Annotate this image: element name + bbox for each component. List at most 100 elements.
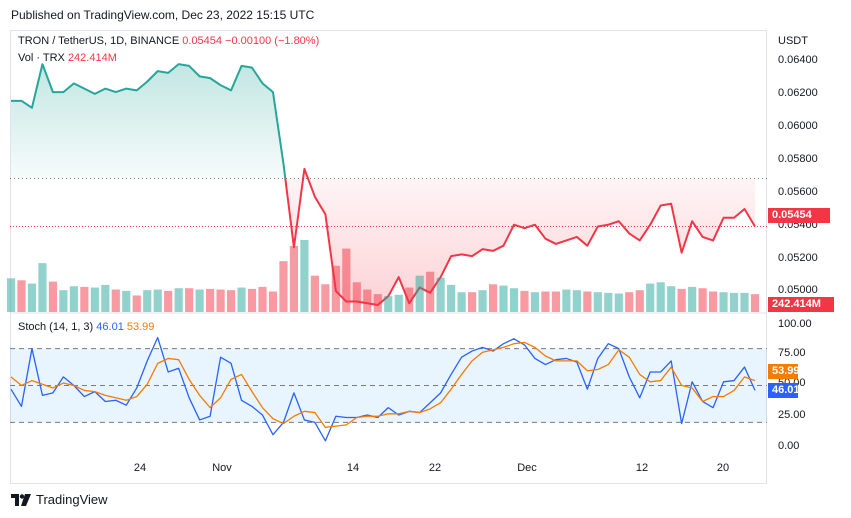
volume-bar <box>27 283 37 312</box>
volume-value: 242.414M <box>67 52 117 64</box>
volume-legend[interactable]: Vol · TRX 242.414M <box>18 52 117 64</box>
published-caption: Published on TradingView.com, Dec 23, 20… <box>11 8 315 22</box>
stoch-tick: 25.00 <box>778 409 806 421</box>
price-line-down <box>284 167 756 307</box>
volume-bar <box>6 278 16 312</box>
volume-bar <box>688 286 697 312</box>
volume-bar <box>541 291 550 312</box>
time-tick: 24 <box>133 462 147 474</box>
price-area-up <box>11 64 286 179</box>
volume-bar <box>206 288 215 312</box>
volume-bar <box>195 289 204 312</box>
volume-bar <box>384 296 393 312</box>
volume-bar <box>300 240 309 312</box>
volume-bar <box>373 294 382 312</box>
volume-label: Vol · TRX <box>18 52 65 64</box>
stoch-k-line <box>10 336 756 442</box>
volume-bar <box>646 283 655 312</box>
volume-bar <box>237 287 246 312</box>
price-area-down <box>285 168 755 306</box>
volume-bar <box>698 288 707 312</box>
brand-logo[interactable]: TradingView <box>11 492 108 507</box>
volume-bar <box>551 291 560 312</box>
volume-bar <box>750 294 760 312</box>
price-tick: 0.05800 <box>778 153 818 165</box>
volume-bar <box>289 245 299 312</box>
volume-bar <box>488 284 498 312</box>
volume-bar <box>656 282 665 312</box>
last-price: 0.05454 <box>182 35 222 47</box>
volume-bar <box>143 290 152 312</box>
volume-bar <box>69 286 78 312</box>
last-price-tag: 0.05454 <box>768 208 830 223</box>
price-tick: 0.05600 <box>778 186 818 198</box>
volume-bar <box>174 288 183 312</box>
volume-pane <box>6 240 760 312</box>
price-tick: 0.06400 <box>778 54 818 66</box>
volume-bar <box>90 287 99 312</box>
volume-bar <box>719 292 728 312</box>
price-tick: 0.06000 <box>778 120 818 132</box>
volume-bar <box>436 277 445 312</box>
symbol-legend[interactable]: TRON / TetherUS, 1D, BINANCE 0.05454 −0.… <box>18 35 319 47</box>
volume-bar <box>729 292 739 312</box>
stoch-tick: 0.00 <box>778 440 800 452</box>
volume-bar <box>59 290 68 312</box>
stoch-pane <box>10 336 767 442</box>
volume-bar <box>363 289 372 312</box>
volume-bar <box>258 286 267 312</box>
volume-bar <box>101 284 110 312</box>
price-change: −0.00100 (−1.80%) <box>225 35 320 47</box>
time-tick: 12 <box>635 462 649 474</box>
volume-bar <box>467 292 477 312</box>
stoch-tick: 75.00 <box>778 347 806 359</box>
currency-label: USDT <box>778 35 808 47</box>
volume-bar <box>164 290 173 312</box>
stoch-legend[interactable]: Stoch (14, 1, 3) 46.01 53.99 <box>18 321 154 333</box>
volume-bar <box>635 290 644 312</box>
volume-bar <box>604 292 613 312</box>
symbol-title: TRON / TetherUS, 1D, BINANCE <box>18 35 180 47</box>
volume-bar <box>478 290 487 312</box>
tradingview-icon <box>11 493 31 506</box>
volume-bar <box>530 292 540 312</box>
stoch-label: Stoch (14, 1, 3) <box>18 321 94 333</box>
brand-name: TradingView <box>36 492 108 507</box>
volume-bar <box>593 292 602 312</box>
volume-bar <box>667 286 676 312</box>
volume-bar <box>499 285 508 312</box>
price-line-up <box>11 63 287 179</box>
volume-bar <box>447 284 456 312</box>
price-tick: 0.05200 <box>778 252 818 264</box>
volume-bar <box>17 280 26 312</box>
volume-bar <box>405 287 414 312</box>
volume-bar <box>153 289 162 312</box>
volume-bar <box>708 291 718 312</box>
volume-bar <box>572 290 581 312</box>
volume-tag: 242.414M <box>768 297 834 312</box>
volume-bar <box>331 265 340 312</box>
price-tick: 0.05000 <box>778 284 818 296</box>
volume-bar <box>321 284 330 312</box>
time-tick: 20 <box>716 462 730 474</box>
volume-bar <box>80 286 89 312</box>
volume-bar <box>677 288 686 312</box>
volume-bar <box>457 292 466 312</box>
stoch-tick: 100.00 <box>778 318 812 330</box>
volume-bar <box>520 290 529 312</box>
stoch-d-value: 53.99 <box>126 321 155 333</box>
stoch-k-tag: 46.01 <box>768 383 800 398</box>
volume-bar <box>216 289 225 312</box>
price-tick: 0.06200 <box>778 87 818 99</box>
volume-bar <box>132 295 141 312</box>
volume-bar <box>185 288 194 312</box>
volume-bar <box>352 282 361 312</box>
time-tick: 22 <box>428 462 442 474</box>
price-pane <box>10 63 767 307</box>
time-tick: Nov <box>212 462 232 474</box>
volume-bar <box>38 263 47 312</box>
volume-bar <box>415 275 424 312</box>
time-tick: Dec <box>517 462 537 474</box>
volume-bar <box>614 293 623 312</box>
